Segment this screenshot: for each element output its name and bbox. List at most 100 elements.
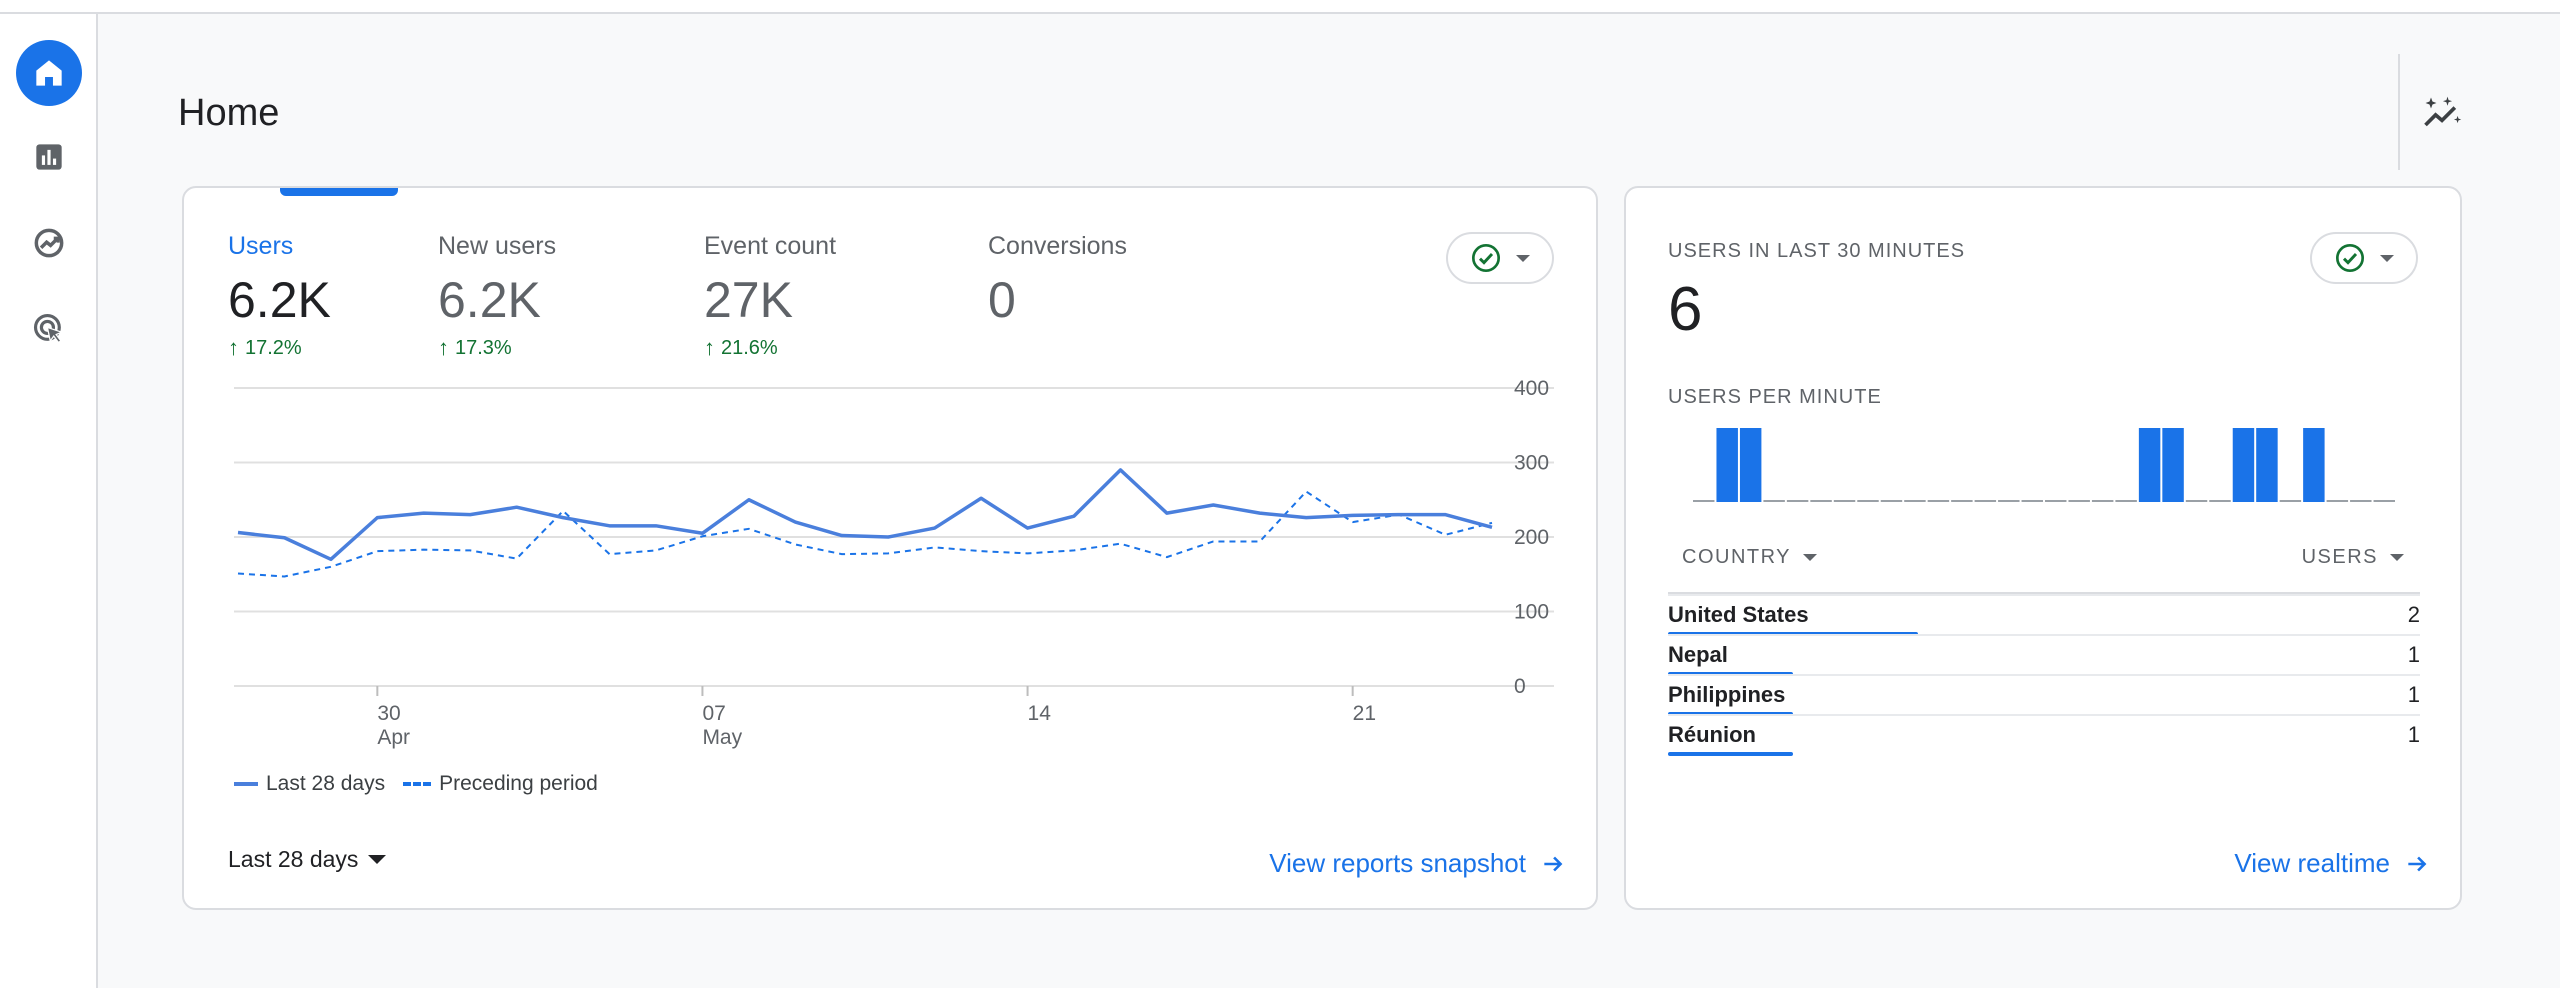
data-quality-dropdown[interactable] (1446, 232, 1554, 284)
link-label: View realtime (2234, 848, 2390, 878)
minute-bar (1763, 500, 1785, 502)
country-users: 1 (2407, 682, 2420, 707)
metric-value: 0 (988, 272, 1016, 328)
date-range-dropdown[interactable]: Last 28 days (228, 846, 387, 873)
country-name: Philippines (1668, 682, 1786, 707)
users-per-minute-label: USERS PER MINUTE (1668, 386, 1882, 408)
table-row[interactable]: United States 2 (1668, 594, 2420, 636)
realtime-users-value: 6 (1668, 275, 1703, 344)
minute-bar (1951, 500, 1973, 502)
minute-bar (1786, 500, 1809, 502)
column-label: USERS (2301, 546, 2378, 568)
y-tick-label: 400 (1514, 377, 1549, 400)
metric-label: Event count (704, 232, 837, 260)
nav-explore-button[interactable] (16, 210, 82, 276)
metric-change: ↑ 17.2% (228, 335, 331, 361)
metric-value: 27K (704, 272, 793, 328)
legend-label: Preceding period (439, 772, 598, 795)
users-column-header[interactable]: USERS (2302, 546, 2404, 569)
explore-icon (34, 228, 64, 258)
minute-bar (2350, 500, 2372, 502)
minute-bar (1810, 500, 1832, 502)
view-realtime-link[interactable]: View realtime (2234, 848, 2430, 879)
arrow-up-icon: ↑ (704, 335, 715, 360)
minute-bar (1739, 428, 1762, 502)
country-column-header[interactable]: COUNTRY (1682, 546, 1818, 569)
country-name: Réunion (1668, 722, 1756, 747)
check-circle-icon (2336, 244, 2364, 272)
country-name: United States (1668, 602, 1809, 627)
minute-bar (1716, 428, 1738, 502)
nav-reports-button[interactable] (16, 124, 82, 190)
realtime-card: USERS IN LAST 30 MINUTES 6 USERS PER MIN… (1624, 186, 2462, 910)
date-range-label: Last 28 days (228, 846, 359, 872)
minute-bar (2115, 500, 2137, 502)
insights-button[interactable] (2414, 86, 2470, 142)
country-share-bar (1668, 752, 1793, 756)
chart-legend: Last 28 days Preceding period (234, 772, 616, 796)
country-users: 1 (2407, 722, 2420, 747)
arrow-up-icon: ↑ (228, 335, 239, 360)
metric-label: Conversions (988, 232, 1127, 260)
metric-change: ↑ 17.3% (438, 335, 556, 361)
minute-bar (1974, 500, 1997, 502)
minute-bar (1904, 500, 1926, 502)
y-tick-label: 200 (1514, 526, 1549, 549)
caret-down-icon (2390, 554, 2404, 561)
country-users: 2 (2407, 602, 2420, 627)
metric-new-users-tab[interactable]: New users 6.2K ↑ 17.3% (438, 232, 556, 361)
table-row[interactable]: Nepal 1 (1668, 634, 2420, 676)
minute-bar (2162, 428, 2184, 502)
minute-bar (1857, 500, 1879, 502)
minute-bar (1833, 500, 1856, 502)
minute-bar (1693, 500, 1715, 502)
minute-bar (2279, 500, 2302, 502)
y-tick-label: 0 (1514, 675, 1526, 698)
minute-bar (2138, 428, 2161, 502)
view-reports-snapshot-link[interactable]: View reports snapshot (1269, 848, 1566, 879)
metric-change-value: 17.2% (245, 336, 302, 359)
top-app-bar (0, 0, 2560, 14)
active-tab-indicator (280, 188, 398, 196)
x-tick-sublabel: May (702, 726, 742, 749)
metric-conversions-tab[interactable]: Conversions 0 (988, 232, 1127, 329)
y-tick-label: 300 (1514, 452, 1549, 475)
preceding-period-line (237, 490, 1493, 578)
nav-advertising-button[interactable] (16, 296, 82, 362)
page-title: Home (178, 92, 280, 134)
metric-event-count-tab[interactable]: Event count 27K ↑ 21.6% (704, 232, 836, 361)
check-circle-icon (1472, 244, 1500, 272)
metric-change-value: 17.3% (455, 336, 512, 359)
minute-bar (2209, 500, 2231, 502)
legend-item-previous: Preceding period (403, 772, 598, 796)
legend-swatch-solid (234, 782, 258, 786)
advertising-icon (33, 313, 64, 344)
nav-home-button[interactable] (16, 40, 82, 106)
country-users: 1 (2407, 642, 2420, 667)
minute-bar (2021, 500, 2043, 502)
minute-bar (2232, 428, 2255, 502)
overview-card: Users 6.2K ↑ 17.2% New users 6.2K ↑ 17.3% … (182, 186, 1598, 910)
metric-users-tab[interactable]: Users 6.2K ↑ 17.2% (228, 232, 331, 361)
minute-bar (2326, 500, 2349, 502)
minute-bar (2185, 500, 2208, 502)
legend-label: Last 28 days (266, 772, 386, 795)
minute-bar (2256, 428, 2278, 502)
minute-bar (2068, 500, 2090, 502)
minute-bar (1927, 500, 1950, 502)
side-navigation (0, 14, 98, 988)
x-tick-label: 07 (702, 702, 725, 725)
link-label: View reports snapshot (1269, 848, 1526, 878)
table-row[interactable]: Philippines 1 (1668, 674, 2420, 716)
minute-bar (2045, 500, 2067, 502)
x-tick-sublabel: Apr (377, 726, 410, 749)
table-row[interactable]: Réunion 1 (1668, 714, 2420, 756)
table-header-divider (1668, 592, 2420, 594)
caret-down-icon (368, 855, 387, 864)
metric-change-value: 21.6% (721, 336, 778, 359)
x-tick-label: 14 (1028, 702, 1052, 725)
users-per-minute-chart (1693, 428, 2395, 502)
realtime-data-quality-dropdown[interactable] (2310, 232, 2418, 284)
realtime-title: USERS IN LAST 30 MINUTES (1668, 240, 1966, 262)
caret-down-icon (1803, 554, 1818, 561)
